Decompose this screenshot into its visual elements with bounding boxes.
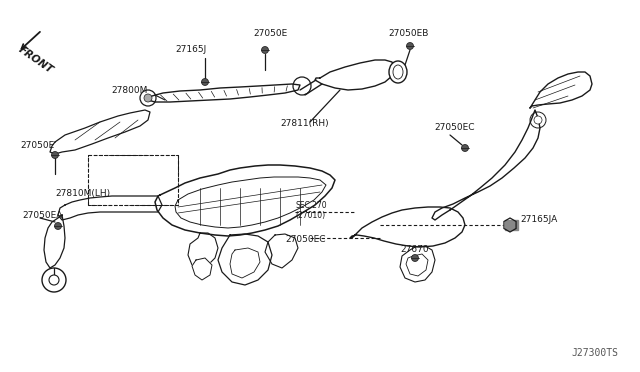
Text: 27810M(LH): 27810M(LH): [55, 189, 110, 198]
Text: (27010): (27010): [295, 211, 325, 220]
Circle shape: [406, 42, 413, 49]
Text: 27050EC: 27050EC: [434, 123, 474, 132]
Text: 27800M: 27800M: [111, 86, 148, 94]
Text: 27165JA: 27165JA: [520, 215, 557, 224]
Circle shape: [51, 151, 58, 158]
Polygon shape: [400, 246, 435, 282]
Circle shape: [144, 94, 152, 102]
Ellipse shape: [389, 61, 407, 83]
Polygon shape: [406, 254, 428, 276]
Polygon shape: [530, 72, 592, 108]
Text: 27670: 27670: [400, 245, 429, 254]
Circle shape: [262, 46, 269, 54]
Text: 27050EA: 27050EA: [22, 211, 62, 220]
Text: 27050EB: 27050EB: [388, 29, 428, 38]
Circle shape: [54, 222, 61, 230]
Text: SEC.270: SEC.270: [295, 201, 326, 210]
Text: 27165J: 27165J: [175, 45, 206, 54]
Polygon shape: [265, 234, 298, 268]
Polygon shape: [315, 60, 395, 90]
Polygon shape: [192, 258, 212, 280]
Text: J27300TS: J27300TS: [571, 348, 618, 358]
Polygon shape: [230, 248, 260, 278]
Polygon shape: [148, 84, 300, 102]
Bar: [88, 155, 178, 205]
Text: FRONT: FRONT: [17, 45, 55, 76]
Polygon shape: [50, 110, 150, 154]
Circle shape: [49, 275, 59, 285]
Polygon shape: [58, 196, 162, 220]
Text: 27050EC: 27050EC: [285, 235, 326, 244]
Text: 27050E: 27050E: [20, 141, 54, 150]
Text: 27811(RH): 27811(RH): [280, 119, 328, 128]
Polygon shape: [505, 220, 518, 230]
Circle shape: [412, 254, 419, 262]
Polygon shape: [218, 234, 272, 285]
Polygon shape: [155, 165, 335, 236]
Polygon shape: [432, 110, 540, 220]
Circle shape: [202, 78, 209, 86]
Polygon shape: [44, 215, 65, 268]
Polygon shape: [350, 207, 465, 247]
Circle shape: [461, 144, 468, 151]
Circle shape: [534, 116, 542, 124]
Polygon shape: [188, 233, 218, 268]
Text: 27050E: 27050E: [253, 29, 287, 38]
